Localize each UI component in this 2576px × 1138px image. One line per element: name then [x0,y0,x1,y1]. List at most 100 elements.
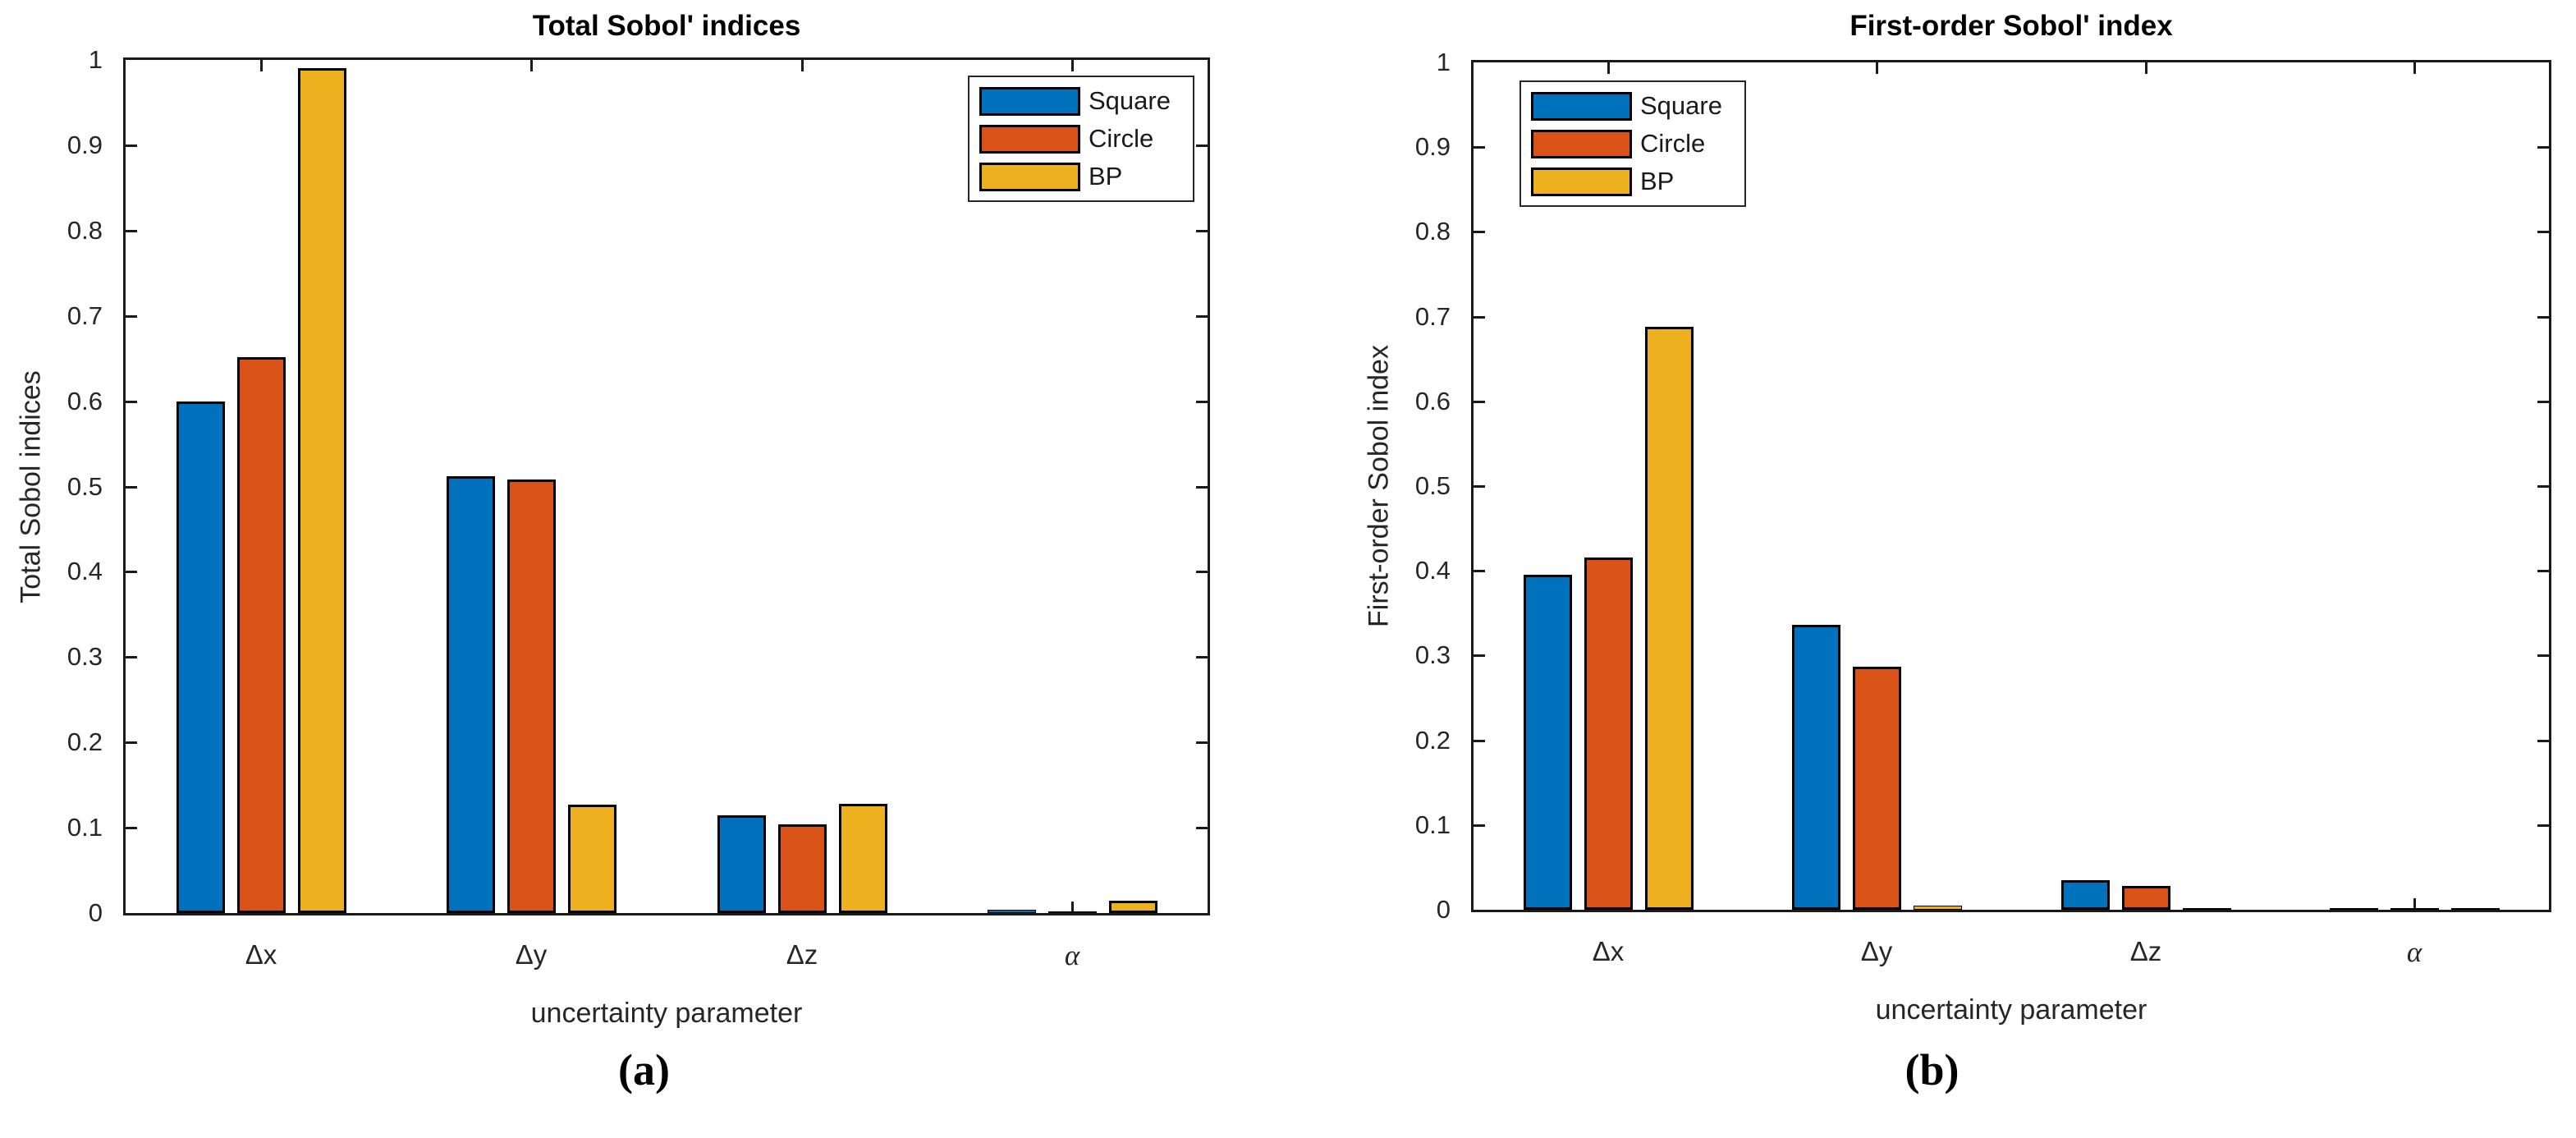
chart-title: First-order Sobol' index [1849,10,2173,42]
y-tick-label: 0.5 [66,472,103,501]
y-tick-mark [1196,571,1208,573]
legend-swatch-square [979,86,1080,116]
y-tick-mark [1474,654,1485,657]
y-tick-label: 0.1 [1414,810,1451,839]
y-tick-label: 1 [88,45,103,74]
bar-bp-2 [2183,908,2231,910]
y-tick-mark [1196,145,1208,147]
legend-label: Circle [1089,124,1154,153]
x-tick-mark [1607,62,1610,74]
legend-swatch-bp [1531,167,1632,196]
y-tick-mark [126,571,137,573]
bar-circle-1 [1853,667,1901,910]
legend-label: Circle [1640,129,1706,158]
bar-bp-0 [298,68,346,913]
x-tick-mark [2413,62,2416,74]
y-tick-mark [1196,486,1208,489]
bar-square-3 [988,910,1036,913]
y-tick-label: 0.7 [66,301,103,330]
y-tick-mark [2537,401,2549,403]
chart-panel-first-order-sobol: First-order Sobol' index First-order Sob… [1288,0,2576,1138]
legend-item: BP [1521,167,1744,197]
x-axis-label: uncertainty parameter [1875,994,2147,1026]
y-tick-mark [1196,315,1208,318]
y-tick-mark [2537,824,2549,827]
y-tick-mark [1474,740,1485,742]
y-tick-mark [1474,485,1485,488]
y-tick-mark [2537,231,2549,233]
y-tick-label: 1 [1436,48,1451,76]
bar-bp-1 [568,805,616,913]
y-tick-label: 0.6 [66,387,103,415]
y-tick-label: 0 [88,898,103,927]
y-tick-label: 0.3 [1414,640,1451,669]
y-tick-mark [1474,570,1485,572]
bar-square-2 [2061,880,2110,910]
x-tick-mark [2145,62,2147,74]
y-tick-mark [2537,654,2549,657]
y-tick-mark [1474,231,1485,233]
legend-item: Circle [1521,129,1744,159]
y-tick-mark [1474,146,1485,149]
subfigure-caption: (a) [618,1045,670,1094]
chart-title: Total Sobol' indices [532,10,801,42]
legend-swatch-square [1531,91,1632,121]
bar-bp-2 [839,804,887,913]
y-tick-label: 0.8 [1414,217,1451,245]
y-tick-mark [1474,824,1485,827]
bar-bp-1 [1914,906,1962,910]
legend-label: BP [1640,167,1675,195]
y-tick-label: 0.8 [66,216,103,245]
y-tick-mark [1196,827,1208,829]
bar-bp-0 [1645,327,1694,910]
y-tick-label: 0.4 [66,557,103,585]
x-tick-mark [260,60,263,71]
y-tick-mark [2537,146,2549,149]
legend-label: BP [1089,162,1123,190]
legend-swatch-circle [1531,129,1632,158]
y-tick-label: 0.6 [1414,387,1451,415]
y-tick-label: 0.5 [1414,471,1451,500]
bar-square-1 [447,476,495,913]
bar-circle-2 [778,824,827,913]
plot-area: Δx Δy Δz α Square Circle BP [1471,60,2551,968]
chart-panel-total-sobol: Total Sobol' indices Total Sobol indices… [16,10,1210,1094]
y-tick-label: 0.9 [1414,132,1451,161]
bar-circle-3 [2390,908,2439,910]
legend-swatch-circle [979,124,1080,154]
y-tick-mark [126,656,137,658]
x-tick-mark [1876,62,1878,74]
legend-item: Square [1521,91,1744,122]
y-tick-mark [126,230,137,232]
y-tick-label: 0.7 [1414,302,1451,331]
y-tick-label: 0.9 [66,131,103,159]
legend-label: Square [1640,91,1722,120]
y-tick-mark [126,486,137,489]
legend-item: Circle [969,124,1193,154]
y-tick-mark [1474,316,1485,319]
y-tick-mark [2537,740,2549,742]
legend-label: Square [1089,86,1171,115]
legend: Square Circle BP [968,76,1194,202]
y-tick-mark [126,145,137,147]
x-category-label: Δz [2129,936,2162,966]
bar-circle-1 [507,480,556,913]
x-category-label: α [1064,939,1080,971]
y-tick-mark [1474,401,1485,403]
bar-circle-0 [237,357,286,913]
y-tick-mark [1196,741,1208,744]
x-tick-mark [801,60,804,71]
y-tick-label: 0.3 [66,642,103,671]
x-category-label: Δx [1592,936,1625,966]
y-tick-mark [126,315,137,318]
y-tick-mark [2537,485,2549,488]
bar-circle-0 [1584,558,1633,910]
legend-item: BP [969,162,1193,192]
x-tick-mark [530,60,533,71]
x-category-label: Δy [1860,936,1893,966]
y-tick-mark [2537,316,2549,319]
bar-square-2 [717,815,766,913]
y-tick-mark [126,401,137,403]
y-tick-label: 0.1 [66,813,103,842]
subfigure-caption: (b) [1904,1045,1960,1094]
